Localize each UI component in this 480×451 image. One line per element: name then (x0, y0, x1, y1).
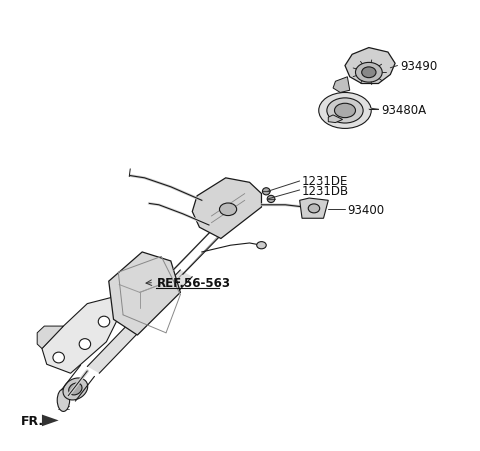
Text: 93400: 93400 (348, 203, 384, 216)
Text: 93490: 93490 (400, 60, 437, 73)
Polygon shape (42, 414, 59, 426)
Text: FR.: FR. (21, 414, 44, 427)
Ellipse shape (308, 204, 320, 213)
Polygon shape (87, 270, 192, 373)
Polygon shape (333, 78, 350, 93)
Ellipse shape (79, 339, 91, 350)
Ellipse shape (319, 93, 371, 129)
Ellipse shape (53, 352, 64, 363)
Polygon shape (328, 116, 343, 123)
Ellipse shape (98, 317, 110, 327)
Ellipse shape (356, 63, 382, 83)
Ellipse shape (63, 378, 88, 400)
Text: 93480A: 93480A (381, 104, 426, 117)
Polygon shape (109, 253, 180, 335)
Text: 1231DB: 1231DB (302, 184, 349, 198)
Polygon shape (192, 179, 262, 239)
Ellipse shape (69, 383, 82, 395)
Ellipse shape (327, 99, 363, 124)
Polygon shape (345, 48, 395, 84)
Ellipse shape (57, 389, 70, 411)
Ellipse shape (257, 242, 266, 249)
Ellipse shape (267, 196, 275, 203)
Polygon shape (300, 198, 328, 219)
Ellipse shape (219, 203, 237, 216)
Ellipse shape (263, 189, 270, 195)
Polygon shape (37, 327, 63, 349)
Text: REF.56-563: REF.56-563 (156, 276, 230, 290)
Text: 1231DE: 1231DE (302, 174, 348, 187)
Ellipse shape (335, 104, 356, 118)
Polygon shape (42, 297, 123, 373)
Ellipse shape (362, 68, 376, 78)
